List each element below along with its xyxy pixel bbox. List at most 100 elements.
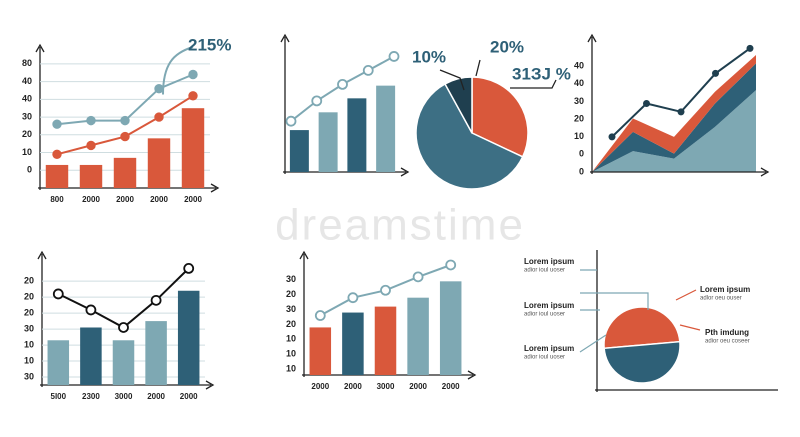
y-tick-label: 20 (286, 289, 296, 299)
leader (679, 324, 701, 331)
marker (380, 284, 391, 296)
area (592, 90, 756, 172)
annotation: 10% (412, 47, 446, 66)
y-tick-label: 40 (574, 61, 584, 71)
x-tick-label: 2000 (150, 195, 168, 204)
leader (675, 289, 697, 301)
pie-slice (444, 76, 473, 134)
marker (183, 262, 195, 274)
x-tick-label: 2000 (147, 392, 165, 401)
marker (118, 322, 129, 333)
label-subtitle: adior oeu coseer (705, 339, 750, 345)
x-tick-label: 3000 (377, 382, 395, 391)
marker (120, 131, 130, 142)
label-title: Lorem ipsum (524, 257, 574, 266)
bar (342, 312, 364, 375)
y-tick-label: 30 (574, 96, 584, 106)
y-tick-label: 30 (24, 323, 34, 333)
marker (608, 133, 616, 141)
bar (407, 297, 429, 375)
marker (388, 51, 400, 62)
label-subtitle: adior ioul uoser (524, 268, 565, 274)
annotation-curve (162, 46, 194, 95)
area (592, 55, 756, 172)
pie-slice (603, 340, 681, 384)
pie-slice (471, 76, 529, 158)
x-tick-label: 2000 (82, 195, 100, 204)
y-arrow (35, 43, 45, 53)
y-arrow (299, 250, 309, 260)
y-tick-label: 0 (579, 166, 584, 176)
y-tick-label: 30 (22, 111, 32, 121)
y-tick-label: 20 (574, 113, 584, 123)
x-arrow (467, 370, 477, 380)
y-tick-label: 40 (22, 94, 32, 104)
x-tick-label: 2000 (442, 382, 460, 391)
bar (318, 112, 338, 172)
y-tick-label: 20 (22, 129, 32, 139)
x-tick-label: 2000 (344, 382, 362, 391)
y-tick-label: 20 (24, 292, 34, 302)
y-tick-label: 10 (286, 349, 296, 359)
x-arrow (205, 380, 215, 390)
y-tick-label: 40 (574, 78, 584, 88)
x-arrow (760, 167, 770, 177)
marker (120, 115, 130, 126)
bar (376, 85, 396, 172)
leader (580, 292, 649, 310)
y-arrow (37, 250, 47, 260)
annotation: 20% (490, 37, 524, 56)
x-tick-label: 3000 (115, 392, 133, 401)
marker (85, 304, 97, 316)
y-tick-label: 20 (24, 276, 34, 286)
marker (154, 112, 164, 122)
marker (52, 119, 62, 129)
label-subtitle: adior ioul uoser (524, 312, 565, 318)
marker (412, 271, 424, 283)
x-tick-label: 2300 (82, 392, 100, 401)
leader (579, 334, 607, 353)
label-title: Lorem ipsum (524, 301, 574, 310)
marker (362, 65, 374, 76)
bar (45, 164, 69, 188)
bar (309, 327, 332, 375)
marker (311, 95, 323, 107)
marker (347, 292, 359, 304)
label-title: Lorem ipsum (700, 285, 750, 294)
marker (445, 259, 457, 271)
bar (147, 138, 171, 188)
bar (113, 157, 137, 188)
bar (177, 290, 200, 385)
x-tick-label: 2000 (184, 195, 202, 204)
x-arrow (210, 183, 220, 193)
y-tick-label: 20 (286, 319, 296, 329)
bar (289, 130, 309, 172)
area (592, 63, 756, 172)
marker (188, 69, 198, 80)
label-subtitle: adior ioul uoser (524, 355, 565, 361)
bar (439, 281, 462, 375)
marker (712, 69, 719, 77)
bar (79, 164, 103, 188)
y-tick-label: 0 (27, 165, 32, 175)
x-tick-label: 2000 (311, 382, 329, 391)
annotation: 215% (188, 35, 231, 54)
x-tick-label: 2000 (116, 195, 134, 204)
marker (285, 115, 297, 127)
x-tick-label: 5l00 (51, 392, 67, 401)
label-title: Lorem ipsum (524, 344, 574, 353)
x-arrow (400, 167, 410, 177)
marker (154, 83, 164, 94)
x-tick-label: 800 (50, 195, 64, 204)
watermark: dreamstime (275, 201, 525, 250)
y-tick-label: 30 (286, 274, 296, 284)
y-tick-label: 10 (574, 131, 584, 141)
bar (181, 108, 205, 188)
y-tick-label: 40 (22, 76, 32, 86)
y-arrow (587, 33, 597, 43)
marker (52, 288, 64, 300)
y-tick-label: 10 (22, 147, 32, 157)
label-title: Pth imdung (705, 328, 749, 337)
bar (145, 321, 167, 385)
